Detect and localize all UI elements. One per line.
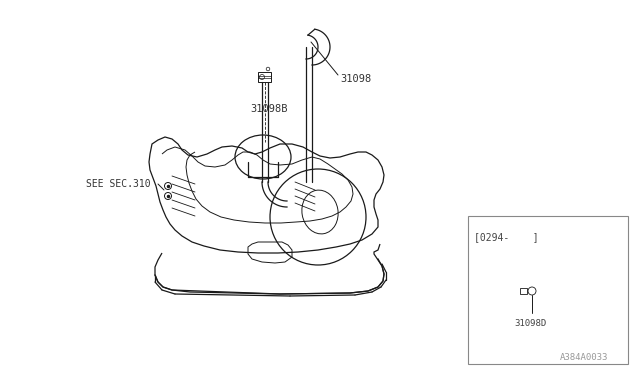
Text: 31098D: 31098D: [514, 319, 547, 328]
Text: 31098: 31098: [340, 74, 371, 84]
Bar: [520, 288, 527, 294]
Text: [0294-    ]: [0294- ]: [474, 232, 539, 242]
Text: 31098B: 31098B: [250, 104, 287, 114]
Bar: [258, 72, 271, 82]
Text: SEE SEC.310: SEE SEC.310: [86, 179, 150, 189]
Bar: [468, 216, 628, 364]
Text: A384A0033: A384A0033: [560, 353, 609, 362]
